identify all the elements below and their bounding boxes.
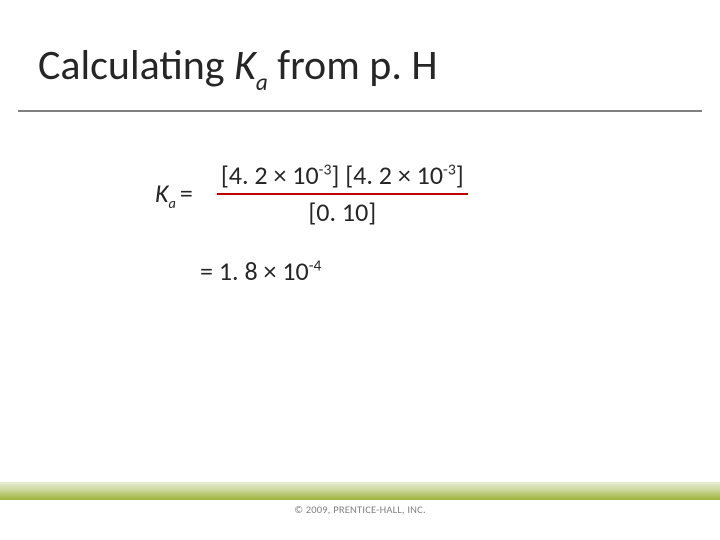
slide-title: Calculating Ka from p. H (38, 40, 438, 95)
result-prefix: = 1. 8 × 10 (200, 255, 309, 287)
footer-gradient (0, 482, 720, 500)
num-exp2: -3 (443, 160, 456, 179)
num-part2: ] [4. 2 × 10 (331, 159, 443, 191)
fraction-denominator: [0. 10] (304, 197, 380, 228)
title-subscript: a (256, 69, 268, 97)
fraction-bar (217, 193, 468, 195)
lhs-variable: K (155, 177, 169, 209)
result-exponent: -4 (309, 256, 322, 275)
title-suffix: from p. H (268, 40, 438, 91)
lhs-equals: = (180, 177, 193, 209)
fraction-numerator: [4. 2 × 10-3] [4. 2 × 10-3] (217, 160, 468, 191)
equation-fraction-line: Ka= [4. 2 × 10-3] [4. 2 × 10-3] [0. 10] (155, 160, 468, 228)
copyright-text: © 2009, PRENTICE-HALL, INC. (0, 503, 720, 516)
slide: Calculating Ka from p. H Ka= [4. 2 × 10-… (0, 0, 720, 540)
equation-result: = 1. 8 × 10-4 (200, 255, 321, 287)
num-part1: [4. 2 × 10 (221, 159, 319, 191)
equation-lhs: Ka= (155, 177, 193, 212)
num-exp1: -3 (319, 160, 332, 179)
title-variable: K (234, 40, 256, 91)
title-underline (18, 110, 702, 112)
lhs-subscript: a (169, 194, 176, 212)
num-part3: ] (456, 159, 464, 191)
title-prefix: Calculating (38, 40, 234, 91)
fraction: [4. 2 × 10-3] [4. 2 × 10-3] [0. 10] (217, 160, 468, 228)
